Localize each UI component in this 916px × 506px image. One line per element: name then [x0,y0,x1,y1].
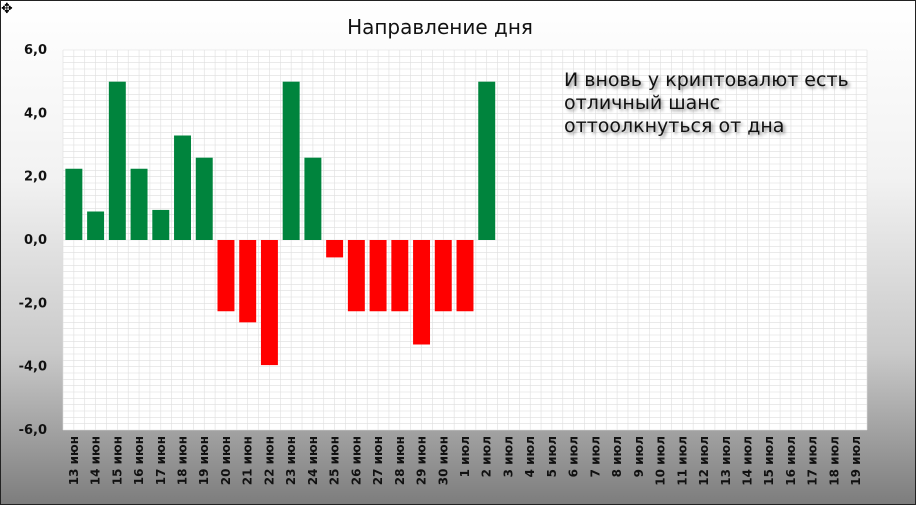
x-tick-label: 5 июл [545,436,559,477]
x-tick-label: 1 июл [458,436,472,477]
x-tick-label: 10 июл [654,436,668,486]
x-tick-label: 6 июл [567,436,581,477]
x-tick-label: 17 июл [806,436,820,486]
bar [413,240,431,345]
bar [391,240,409,312]
x-tick-label: 19 июл [849,436,863,486]
bar [130,168,148,240]
x-tick-label: 7 июл [588,436,602,477]
x-tick-label: 17 июн [154,436,168,485]
bar [434,240,452,312]
x-tick-label: 18 июл [827,436,841,486]
bar [478,81,496,241]
bar [239,240,257,323]
x-tick-label: 13 июн [67,436,81,485]
bar [260,240,278,366]
bar [282,81,300,241]
y-tick-label: 4,0 [24,106,47,121]
x-tick-label: 9 июл [632,436,646,477]
x-tick-label: 28 июн [393,436,407,485]
bar [304,157,322,240]
x-tick-label: 4 июл [523,436,537,477]
x-tick-label: 29 июн [415,436,429,485]
bar [174,135,191,240]
y-tick-label: 0,0 [24,233,47,248]
x-tick-label: 24 июн [306,436,320,485]
bar [347,240,365,312]
chart-title: Направление дня [347,15,533,39]
bar [152,209,170,240]
y-tick-label: -6,0 [19,423,47,438]
x-tick-label: 22 июн [262,436,276,485]
y-tick-label: -4,0 [19,360,47,375]
bar [108,81,126,241]
x-tick-label: 18 июн [176,436,190,485]
bar [195,157,213,240]
y-tick-label: 6,0 [24,43,47,58]
x-tick-label: 26 июн [349,436,363,485]
x-tick-label: 14 июл [740,436,754,486]
bar [369,240,387,312]
bar [87,211,105,240]
bar [65,168,83,240]
x-tick-label: 15 июл [762,436,776,486]
y-tick-label: -2,0 [19,296,47,311]
x-tick-label: 27 июн [371,436,385,485]
x-tick-label: 12 июл [697,436,711,486]
x-tick-label: 25 июн [328,436,342,485]
x-tick-label: 2 июл [480,436,494,477]
x-tick-label: 16 июн [132,436,146,485]
y-tick-label: 2,0 [24,170,47,185]
x-tick-label: 19 июн [197,436,211,485]
x-tick-label: 21 июн [241,436,255,485]
x-tick-label: 13 июл [719,436,733,486]
x-tick-label: 23 июн [284,436,298,485]
x-tick-label: 30 июн [436,436,450,485]
chart-annotation: И вновь у криптовалют есть отличный шанс… [564,69,849,137]
bar [217,240,235,312]
x-tick-label: 3 июл [501,436,515,477]
x-tick-label: 15 июн [110,436,124,485]
x-tick-label: 11 июл [675,436,689,486]
x-tick-label: 16 июл [784,436,798,486]
x-tick-label: 14 июн [89,436,103,485]
x-tick-label: 8 июл [610,436,624,477]
bar [456,240,474,312]
x-tick-label: 20 июн [219,436,233,485]
mouse-cursor-icon: ✥ [1,1,13,17]
bar [326,240,344,258]
